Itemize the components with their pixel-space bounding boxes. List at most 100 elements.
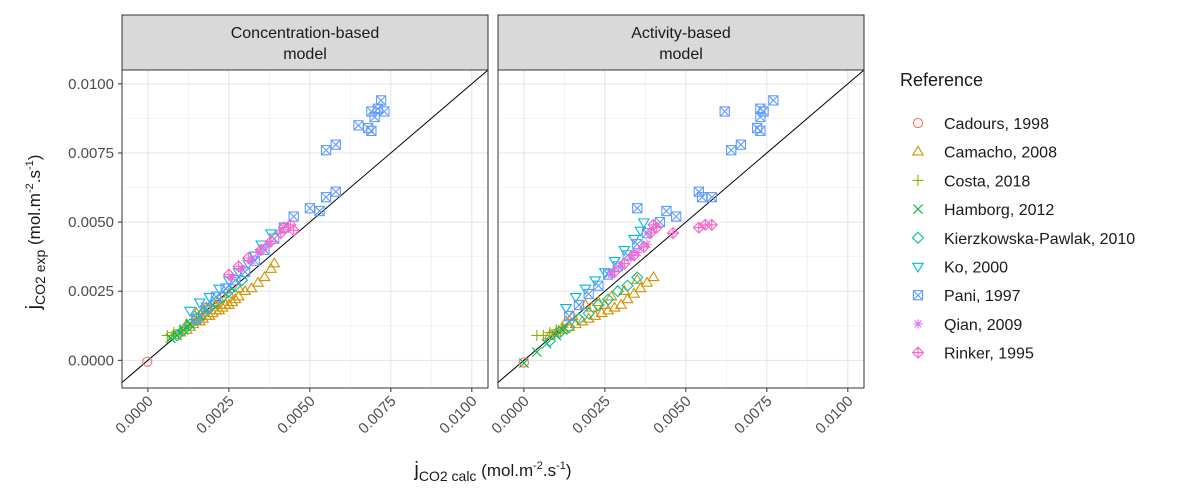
data-point	[320, 145, 332, 156]
data-point	[320, 192, 332, 203]
data-point	[220, 283, 231, 294]
data-point	[258, 270, 271, 282]
data-point	[564, 310, 575, 322]
y-axis-title-units: (mol.m	[25, 193, 44, 250]
x-tick-label: 0.0100	[436, 393, 480, 437]
legend-label: Rinker, 1995	[944, 346, 1034, 363]
x-tick-label: 0.0075	[731, 393, 775, 437]
data-point	[235, 273, 249, 287]
strip-title-line1: Activity-based	[631, 25, 731, 42]
x-tick-label: 0.0050	[650, 393, 694, 437]
legend-item: Costa, 2018	[912, 173, 1030, 190]
legend-item: Cadours, 1998	[912, 116, 1049, 133]
data-point	[605, 290, 618, 301]
legend-item: Hamborg, 2012	[913, 202, 1054, 219]
data-point	[644, 226, 657, 240]
panel-grid	[122, 70, 488, 388]
data-point	[637, 240, 650, 254]
y-axis-title-sub: CO2 exp	[32, 250, 48, 305]
panel-activity: Activity-based model	[497, 14, 865, 389]
x-axis-title-units: (mol.m	[476, 461, 533, 480]
data-point	[330, 139, 341, 150]
legend-symbol	[913, 204, 923, 215]
data-point	[366, 125, 377, 136]
data-point	[755, 111, 766, 123]
y-tick-label: 0.0025	[68, 283, 114, 300]
legend-label: Pani, 1997	[944, 288, 1021, 305]
y-tick-label: 0.0075	[68, 145, 114, 162]
data-point	[531, 347, 542, 358]
legend-label: Kierzkowska-Pawlak, 2010	[944, 231, 1135, 248]
data-point	[706, 192, 717, 203]
legend-label: Hamborg, 2012	[944, 202, 1054, 219]
data-point	[569, 292, 582, 304]
legend-item: Qian, 2009	[913, 317, 1022, 334]
data-point	[203, 301, 216, 314]
data-point	[726, 145, 737, 156]
data-point	[170, 329, 184, 342]
data-point	[264, 235, 278, 248]
data-point	[661, 205, 672, 217]
x-tick-label: 0.0100	[812, 393, 856, 437]
data-point	[632, 203, 643, 214]
legend-symbol	[913, 319, 923, 329]
legend: Reference Cadours, 1998 Camacho, 2008 Cost…	[900, 70, 1135, 363]
x-axis-title-mid: .s	[543, 461, 556, 480]
strip-title-line1: Concentration-based	[231, 25, 380, 42]
y-axis-title-mid: .s	[25, 170, 44, 183]
strip-background	[497, 14, 865, 71]
data-point	[582, 307, 595, 320]
data-point	[518, 358, 529, 369]
x-tick-label: 0.0000	[112, 393, 156, 437]
data-point	[670, 211, 682, 222]
data-point	[314, 205, 325, 217]
data-point	[608, 265, 621, 279]
data-point	[177, 323, 190, 337]
data-point	[553, 326, 566, 339]
data-point	[379, 106, 390, 117]
data-points	[142, 95, 390, 367]
panel-border	[497, 69, 865, 389]
data-point	[579, 298, 592, 309]
data-point	[193, 315, 206, 326]
panel-background	[498, 70, 864, 388]
data-point	[621, 293, 634, 304]
legend-item: Ko, 2000	[911, 260, 1008, 277]
data-point	[216, 290, 229, 303]
x-axis-ticks: 0.0000 0.0025 0.0050 0.0075 0.0100 0.0000 0.00…	[112, 388, 857, 437]
legend-title: Reference	[900, 70, 983, 90]
data-point	[268, 257, 281, 268]
data-point	[627, 249, 641, 262]
data-point	[755, 125, 766, 136]
y-axis-title-end: )	[25, 155, 44, 161]
data-point	[735, 139, 747, 150]
data-point	[611, 285, 625, 298]
data-point	[518, 357, 530, 368]
legend-symbol	[911, 262, 925, 273]
data-points	[518, 95, 779, 369]
y-tick-label: 0.0100	[68, 76, 114, 93]
data-point	[592, 295, 605, 307]
y-axis-title: jCO2 exp (mol.m-2.s-1)	[23, 155, 48, 311]
data-point	[212, 293, 226, 304]
strip-background	[121, 14, 489, 71]
data-point	[537, 329, 549, 342]
data-point	[372, 103, 384, 114]
x-tick-label: 0.0075	[355, 393, 399, 437]
data-point	[598, 268, 612, 279]
data-point	[719, 106, 730, 117]
data-point	[142, 356, 153, 367]
x-axis-title: jCO2 calc (mol.m-2.s-1)	[413, 459, 571, 484]
legend-symbol	[911, 145, 925, 156]
data-point	[768, 95, 779, 106]
data-point	[583, 288, 594, 300]
data-point	[634, 226, 647, 237]
x-axis-title-end: )	[566, 461, 572, 480]
data-point	[647, 270, 660, 282]
data-point	[755, 103, 766, 114]
panel-concentration: Concentration-based model	[121, 14, 489, 389]
legend-label: Ko, 2000	[944, 260, 1008, 277]
x-axis-title-exp1: -2	[533, 460, 543, 472]
legend-label: Qian, 2009	[944, 317, 1022, 334]
